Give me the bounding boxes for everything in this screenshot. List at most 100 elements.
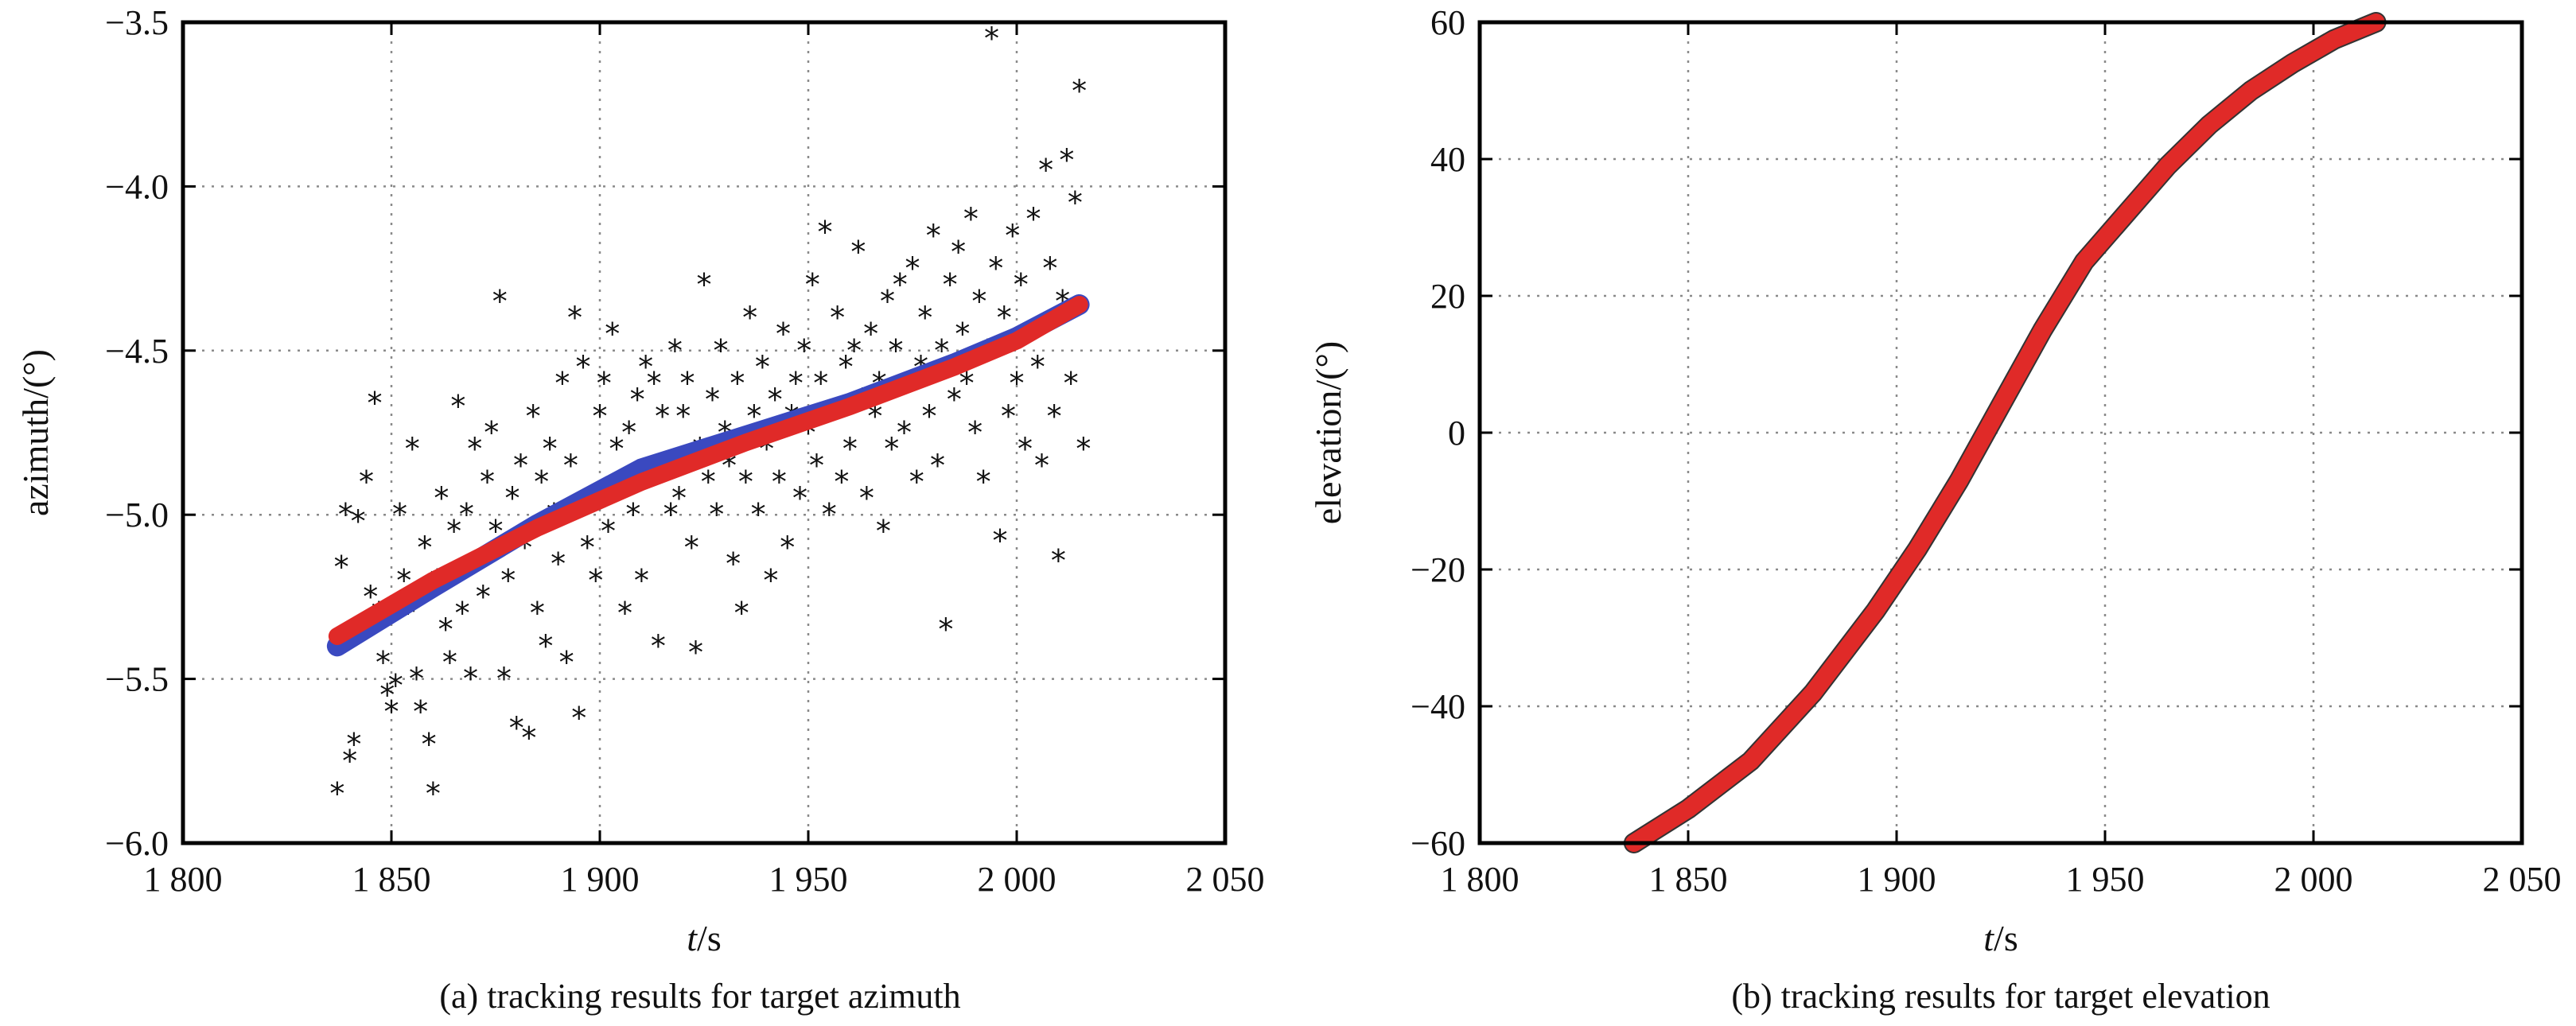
scatter-point: *: [426, 776, 441, 811]
x-tick-label: 1 850: [352, 860, 431, 899]
scatter-point: *: [434, 481, 449, 516]
scatter-point: *: [1018, 432, 1033, 467]
scatter-point: *: [1051, 543, 1066, 578]
scatter-point: *: [504, 481, 519, 516]
series-line-2: [328, 296, 1088, 645]
scatter-point: *: [817, 215, 832, 250]
scatter-point: *: [484, 415, 499, 450]
scatter-point: *: [467, 432, 482, 467]
scatter-point: *: [842, 432, 858, 467]
scatter-point: *: [1014, 267, 1029, 302]
scatter-point: *: [334, 550, 349, 585]
figure-caption: (b) tracking results for target elevatio…: [1731, 977, 2270, 1016]
x-tick-label: 2 050: [1186, 860, 1265, 899]
scatter-point: *: [917, 301, 932, 336]
scatter-point: *: [476, 579, 491, 614]
scatter-point: *: [638, 349, 653, 384]
scatter-point: *: [563, 448, 578, 483]
scatter-point: *: [909, 464, 924, 499]
scatter-point: *: [850, 235, 866, 270]
scatter-point: *: [601, 514, 616, 549]
scatter-point: *: [734, 596, 749, 631]
scatter-point: *: [455, 596, 470, 631]
scatter-point: *: [496, 662, 512, 697]
y-tick-label: −4.0: [105, 167, 169, 206]
x-tick-label: 1 850: [1649, 860, 1728, 899]
scatter-point: *: [772, 464, 787, 499]
scatter-point: *: [971, 284, 986, 319]
panel-b-elevation: 1 800 1 850 1 900 1 950 2 000 2 050 −60 −40 −20 0…: [1308, 3, 2562, 1016]
scatter-point: *: [1005, 218, 1020, 253]
scatter-point: *: [551, 546, 566, 581]
scatter-point: *: [329, 776, 344, 811]
scatter-point: *: [1064, 366, 1079, 401]
scatter-point: *: [822, 497, 837, 532]
scatter-point: *: [351, 503, 366, 538]
scatter-point: *: [776, 317, 791, 352]
scatter-point: *: [1047, 398, 1062, 433]
scatter-point: *: [1076, 432, 1091, 467]
scatter-point: *: [1068, 185, 1083, 220]
scatter-point: *: [513, 448, 528, 483]
scatter-point: *: [730, 366, 745, 401]
scatter-point: *: [1034, 448, 1049, 483]
scatter-point: *: [388, 668, 403, 703]
scatter-point: *: [839, 349, 854, 384]
scatter-point: *: [863, 317, 878, 352]
scatter-point: *: [605, 317, 620, 352]
scatter-point: *: [943, 267, 958, 302]
scatter-point: *: [492, 284, 508, 319]
y-tick-label: −6.0: [105, 824, 169, 863]
scatter-point: *: [442, 645, 457, 680]
scatter-point: *: [830, 301, 845, 336]
scatter-point: *: [738, 464, 753, 499]
y-tick-label: −40: [1411, 687, 1465, 726]
y-tick-label: −3.5: [105, 3, 169, 42]
scatter-point: *: [796, 333, 811, 368]
scatter-point: *: [634, 563, 649, 598]
scatter-point: *: [438, 612, 453, 647]
scatter-point: *: [713, 333, 728, 368]
scatter-point: *: [1059, 142, 1074, 177]
scatter-point: *: [951, 235, 966, 270]
figure-caption: (a) tracking results for target azimuth: [439, 977, 960, 1016]
scatter-point: *: [379, 678, 395, 713]
scatter-point: *: [559, 645, 574, 680]
scatter-point: *: [967, 415, 983, 450]
scatter-point: *: [1072, 74, 1087, 109]
scatter-point: *: [384, 694, 399, 729]
scatter-point: *: [701, 464, 716, 499]
y-tick-label: 40: [1430, 140, 1465, 179]
scatter-point: *: [530, 596, 545, 631]
x-tick-label: 1 950: [2066, 860, 2145, 899]
scatter-point: *: [500, 563, 516, 598]
scatter-point: *: [763, 563, 778, 598]
x-tick-label: 1 900: [561, 860, 640, 899]
scatter-point: *: [726, 546, 741, 581]
scatter-point: *: [368, 386, 383, 421]
scatter-point: *: [630, 383, 645, 418]
scatter-point: *: [893, 267, 908, 302]
scatter-point: *: [984, 21, 999, 56]
scatter-point: *: [338, 497, 353, 532]
scatter-point: *: [926, 218, 941, 253]
scatter-point: *: [555, 366, 570, 401]
x-tick-label: 1 950: [769, 860, 848, 899]
scatter-point: *: [538, 628, 553, 663]
scatter-point: *: [417, 530, 432, 565]
y-tick-label: 20: [1430, 277, 1465, 316]
scatter-point: *: [609, 432, 624, 467]
scatter-point: *: [567, 301, 582, 336]
scatter-point: *: [688, 635, 703, 670]
scatter-point: *: [768, 383, 783, 418]
x-axis-title: t/s: [1983, 918, 2018, 958]
scatter-point: *: [976, 464, 991, 499]
scatter-point: *: [413, 694, 428, 729]
scatter-point: *: [1042, 251, 1057, 286]
scatter-point: *: [684, 530, 699, 565]
scatter-point: *: [988, 251, 1003, 286]
scatter-point: *: [755, 349, 770, 384]
scatter-point: *: [792, 481, 807, 516]
y-tick-label: −60: [1411, 824, 1465, 863]
scatter-point: *: [675, 398, 691, 433]
